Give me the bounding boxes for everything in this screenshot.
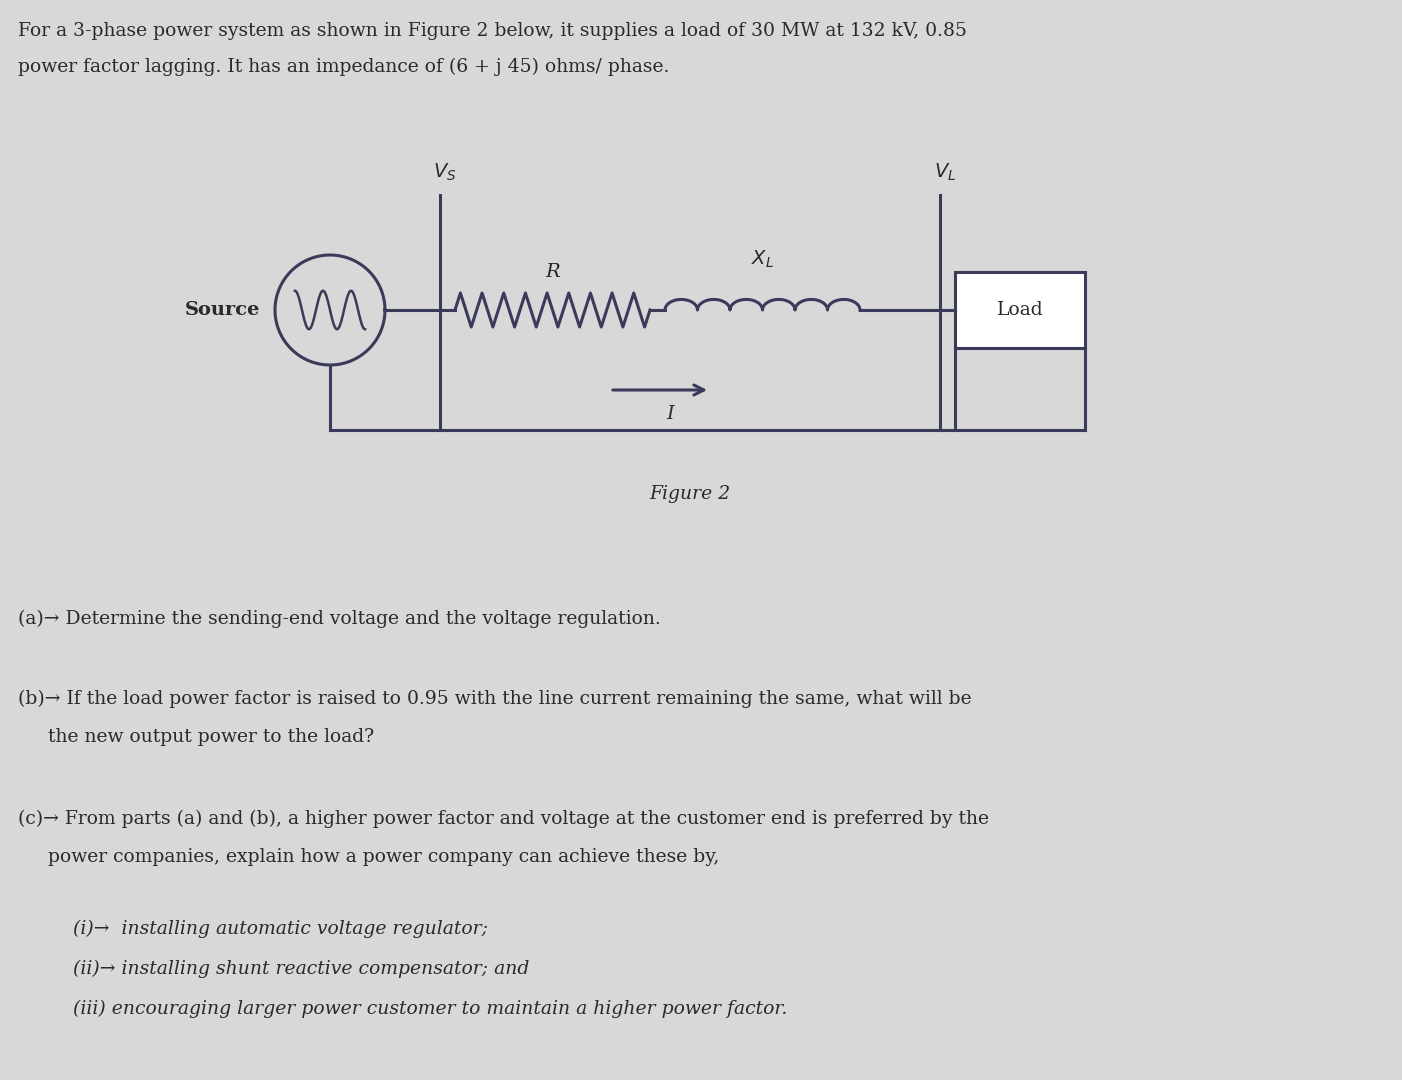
Text: Source: Source xyxy=(185,301,259,319)
Text: power factor lagging. It has an impedance of (6 + j 45) ohms/ phase.: power factor lagging. It has an impedanc… xyxy=(18,58,669,77)
Text: I: I xyxy=(666,405,674,423)
Text: (b)→ If the load power factor is raised to 0.95 with the line current remaining : (b)→ If the load power factor is raised … xyxy=(18,690,972,708)
Text: (a)→ Determine the sending-end voltage and the voltage regulation.: (a)→ Determine the sending-end voltage a… xyxy=(18,610,660,629)
Text: the new output power to the load?: the new output power to the load? xyxy=(48,728,374,746)
Text: $V_S$: $V_S$ xyxy=(433,162,457,183)
FancyBboxPatch shape xyxy=(955,272,1085,348)
Text: $V_L$: $V_L$ xyxy=(934,162,956,183)
Text: R: R xyxy=(545,264,559,281)
Text: Load: Load xyxy=(997,301,1043,319)
Text: $X_L$: $X_L$ xyxy=(751,248,774,270)
Text: power companies, explain how a power company can achieve these by,: power companies, explain how a power com… xyxy=(48,848,719,866)
Text: Figure 2: Figure 2 xyxy=(649,485,730,503)
Text: (c)→ From parts (a) and (b), a higher power factor and voltage at the customer e: (c)→ From parts (a) and (b), a higher po… xyxy=(18,810,988,828)
Text: (i)→  installing automatic voltage regulator;: (i)→ installing automatic voltage regula… xyxy=(73,920,488,939)
Text: For a 3-phase power system as shown in Figure 2 below, it supplies a load of 30 : For a 3-phase power system as shown in F… xyxy=(18,22,967,40)
Text: (iii) encouraging larger power customer to maintain a higher power factor.: (iii) encouraging larger power customer … xyxy=(73,1000,788,1018)
Text: (ii)→ installing shunt reactive compensator; and: (ii)→ installing shunt reactive compensa… xyxy=(73,960,530,978)
